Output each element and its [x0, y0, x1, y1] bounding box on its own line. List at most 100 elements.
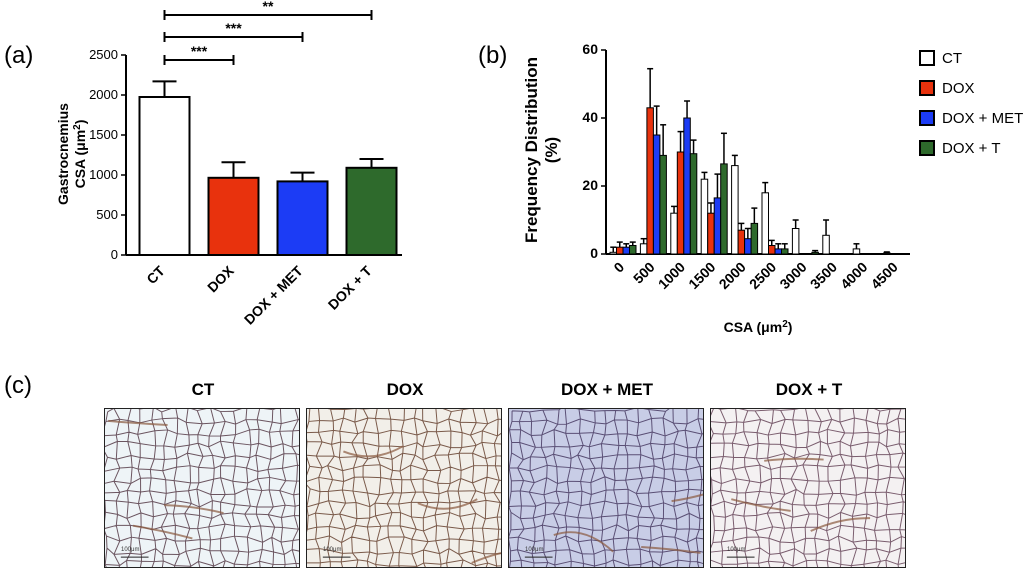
bar	[659, 154, 667, 255]
x-tick-label: 2000	[716, 259, 749, 292]
scale-bar-label: 100μm	[727, 547, 746, 553]
x-tick-label: 0	[610, 259, 627, 276]
x-tick-label: DOX + MET	[241, 262, 306, 327]
bar	[768, 245, 776, 255]
y-tick-label: 2500	[89, 47, 118, 62]
connective-tissue	[108, 419, 168, 426]
panel-c-label: (c)	[4, 372, 32, 399]
y-tick-label: 500	[96, 207, 118, 222]
panel-b-label: (b)	[478, 42, 508, 69]
panel-a-label: (a)	[4, 42, 34, 69]
bar	[676, 151, 685, 255]
y-tick-label: 0	[111, 247, 118, 262]
y-tick-label: 1500	[89, 127, 118, 142]
y-tick-label: 1000	[89, 167, 118, 182]
legend-label: DOX + MET	[942, 110, 1023, 127]
micrograph-dox-met: 100μm	[508, 408, 704, 568]
bar	[750, 222, 759, 255]
connective-tissue	[764, 457, 824, 462]
bar	[737, 229, 746, 255]
micrograph-dox-t: 100μm	[710, 408, 906, 568]
significance-label: ***	[225, 20, 242, 36]
fiber-boundaries	[307, 409, 501, 567]
micrograph-title-ct: CT	[191, 380, 215, 399]
bar	[652, 134, 661, 255]
bar	[774, 248, 782, 255]
bar	[791, 228, 800, 255]
legend-swatch	[919, 140, 935, 156]
legend-label: DOX	[942, 80, 975, 97]
legend-swatch	[919, 50, 935, 66]
y-tick-label: 2000	[89, 87, 118, 102]
bar	[761, 192, 769, 255]
x-tick-label: 500	[630, 259, 658, 287]
y-axis-label: Frequency Distribution(%)	[522, 57, 561, 243]
connective-tissue	[471, 552, 501, 564]
legend-swatch	[919, 80, 935, 96]
micrograph-title-dox: DOX	[386, 380, 424, 399]
x-tick-label: 4500	[868, 259, 901, 292]
bar	[646, 107, 654, 255]
bar	[345, 166, 398, 256]
bar	[852, 248, 861, 255]
connective-tissue	[641, 545, 701, 554]
x-tick-label: 1000	[655, 259, 688, 292]
connective-tissue	[417, 498, 478, 510]
legend-label: CT	[942, 50, 962, 67]
significance-label: ***	[191, 43, 208, 59]
bar	[622, 246, 630, 255]
connective-tissue	[164, 504, 224, 515]
bar	[707, 212, 715, 255]
connective-tissue	[810, 517, 871, 532]
scale-bar-label: 100μm	[525, 547, 544, 553]
x-tick-label: DOX	[204, 262, 237, 295]
x-tick-label: 4000	[837, 259, 870, 292]
y-tick-label: 40	[582, 109, 598, 125]
bar	[822, 234, 830, 255]
micrograph-dox: 100μm	[306, 408, 502, 568]
bar	[720, 163, 728, 255]
bar	[609, 251, 617, 255]
significance-label: **	[263, 0, 274, 14]
scale-bar-label: 100μm	[323, 547, 342, 553]
x-tick-label: CT	[143, 262, 168, 287]
micrograph-ct: 100μm	[104, 408, 300, 568]
legend-label: DOX + T	[942, 140, 1001, 157]
connective-tissue	[671, 493, 703, 503]
bar	[639, 243, 648, 255]
bar	[781, 248, 789, 255]
bar	[744, 238, 752, 255]
x-tick-label: DOX + T	[325, 262, 375, 312]
bar	[629, 245, 637, 255]
x-tick-label: 3500	[807, 259, 840, 292]
bar	[276, 180, 329, 256]
chart-a-gastrocnemius-csa: 0 500 1000 1500 2000 2500 GastrocnemiusCSA (μm…	[55, 0, 402, 328]
connective-tissue	[553, 531, 614, 553]
bar	[683, 117, 691, 255]
legend-swatch	[919, 110, 935, 126]
bar	[616, 246, 624, 255]
x-tick-label: 1500	[685, 259, 718, 292]
connective-tissue	[132, 524, 193, 540]
y-axis-label: GastrocnemiusCSA (μm2)	[55, 103, 88, 205]
bar	[689, 153, 698, 255]
bar	[713, 197, 722, 255]
bar	[700, 178, 709, 255]
bar	[670, 212, 678, 255]
bar	[731, 165, 739, 255]
x-tick-label: 2500	[746, 259, 779, 292]
y-tick-label: 0	[590, 245, 598, 261]
bar	[883, 252, 891, 255]
bar	[207, 176, 260, 256]
y-tick-label: 20	[582, 177, 598, 193]
fiber-boundaries	[711, 409, 905, 567]
micrograph-title-dox-met: DOX + MET	[560, 380, 654, 399]
connective-tissue	[343, 445, 404, 458]
x-axis-label: CSA (μm2)	[724, 319, 793, 335]
x-tick-label: 3000	[776, 259, 809, 292]
bar	[138, 96, 191, 256]
fiber-boundaries	[105, 409, 299, 567]
micrograph-title-dox-t: DOX + T	[775, 380, 843, 399]
